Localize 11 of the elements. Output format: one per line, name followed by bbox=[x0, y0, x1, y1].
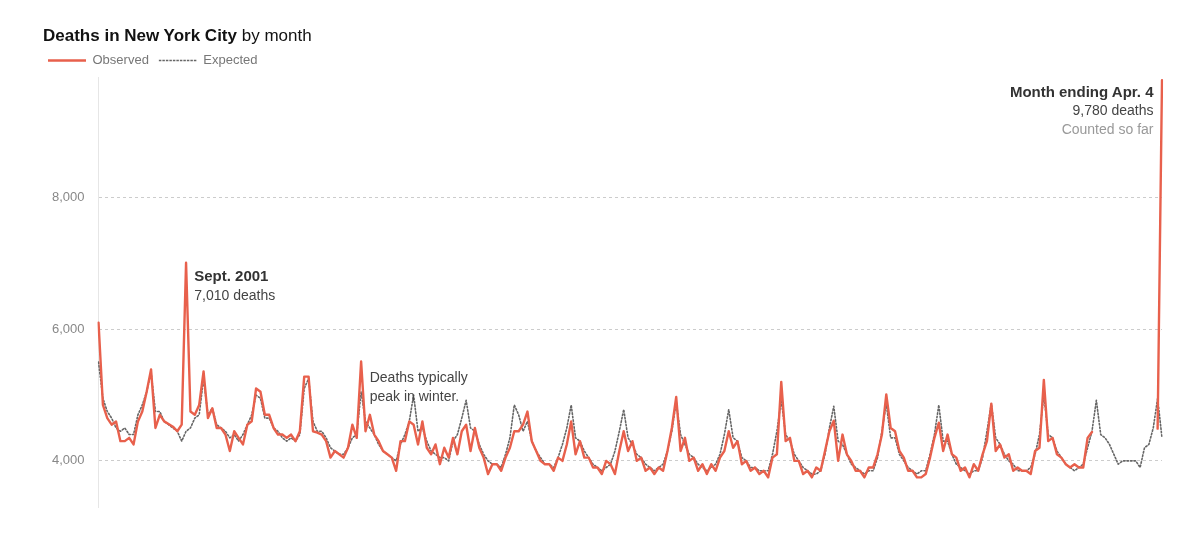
legend-label: Observed bbox=[92, 52, 149, 68]
legend-label: Expected bbox=[203, 52, 258, 68]
chart-title: Deaths in New York City bbox=[43, 26, 237, 45]
annotation: Month ending Apr. 4 9,780 deaths Counted so far bbox=[1009, 82, 1155, 138]
annotation: Sept. 2001 7,010 deaths bbox=[194, 267, 276, 303]
y-tick-label: 6,000 bbox=[51, 320, 85, 336]
chart-subtitle: by month bbox=[241, 26, 312, 45]
line-series bbox=[97, 361, 1163, 475]
annotation: Deaths typically peak in winter. bbox=[369, 368, 468, 404]
y-tick-label: 8,000 bbox=[51, 189, 85, 205]
y-tick-label: 4,000 bbox=[51, 452, 85, 468]
